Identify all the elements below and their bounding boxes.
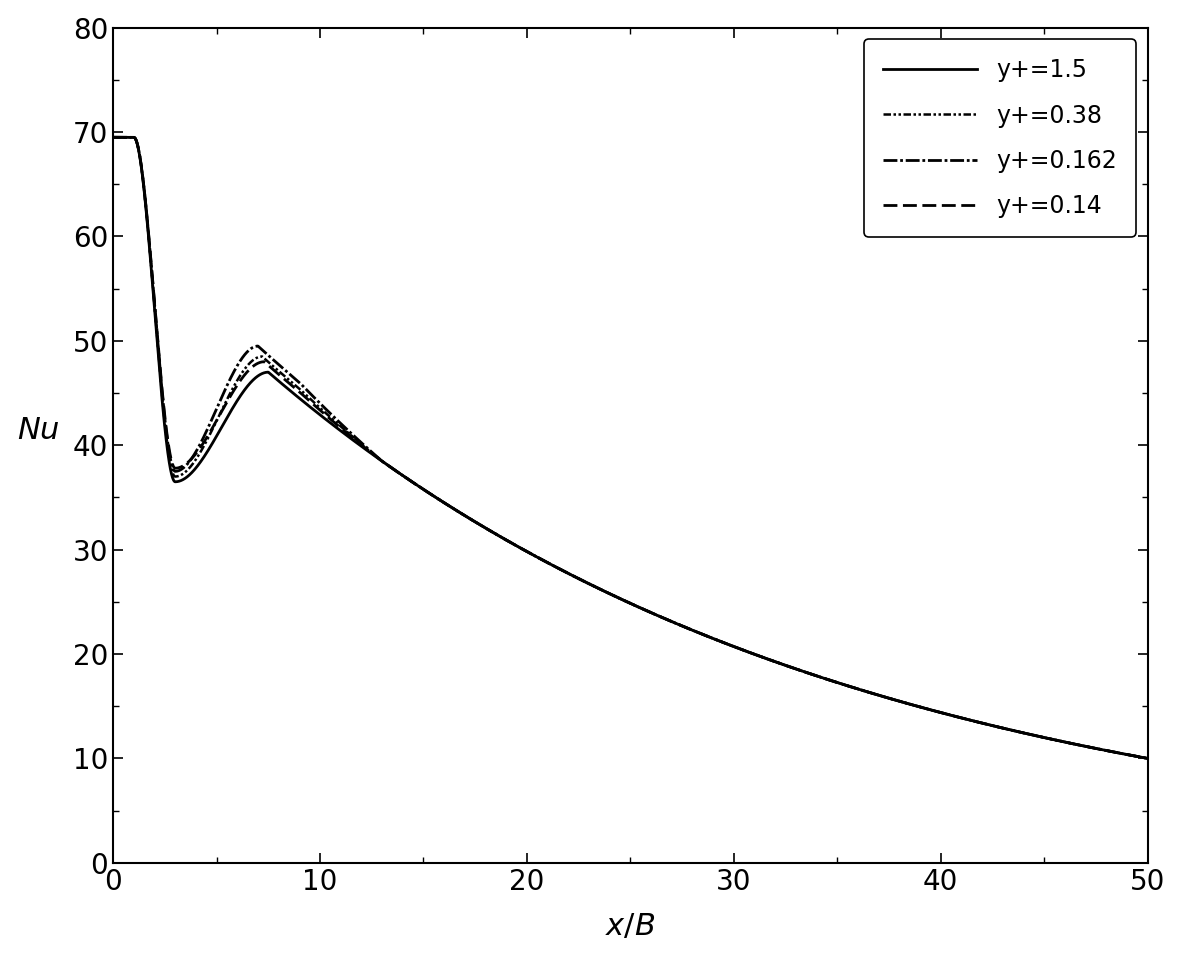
y+=0.14 [501, 536, 515, 547]
Y-axis label: $Nu$: $Nu$ [17, 416, 59, 445]
y+=1.5 [294, 394, 309, 405]
y+=0.14 [956, 713, 970, 724]
y+=0.162 [1141, 753, 1155, 764]
y+=0.14 [294, 388, 309, 399]
y+=1.5 [501, 536, 515, 547]
y+=0.38 [294, 385, 309, 397]
y+=0.14 [1141, 753, 1155, 764]
y+=0.14 [106, 131, 121, 143]
y+=0.14 [878, 692, 892, 703]
y+=0.38 [878, 692, 892, 703]
y+=0.162 [956, 713, 970, 724]
Line: y+=0.14: y+=0.14 [113, 137, 1148, 759]
X-axis label: $x/B$: $x/B$ [605, 912, 656, 942]
y+=0.38 [779, 660, 793, 672]
y+=1.5 [1141, 753, 1155, 764]
y+=0.162 [294, 378, 309, 390]
y+=0.38 [727, 641, 741, 652]
Line: y+=1.5: y+=1.5 [113, 137, 1148, 759]
y+=0.38 [106, 131, 121, 143]
y+=0.38 [1141, 753, 1155, 764]
Line: y+=0.38: y+=0.38 [113, 137, 1148, 759]
y+=0.162 [727, 641, 741, 652]
Legend: y+=1.5, y+=0.38, y+=0.162, y+=0.14: y+=1.5, y+=0.38, y+=0.162, y+=0.14 [864, 39, 1136, 237]
y+=1.5 [956, 713, 970, 724]
y+=0.162 [501, 536, 515, 547]
y+=1.5 [878, 692, 892, 703]
y+=0.38 [956, 713, 970, 724]
y+=0.14 [727, 641, 741, 652]
y+=0.162 [878, 692, 892, 703]
y+=0.14 [779, 660, 793, 672]
y+=0.38 [501, 536, 515, 547]
y+=1.5 [727, 641, 741, 652]
y+=0.162 [779, 660, 793, 672]
Line: y+=0.162: y+=0.162 [113, 137, 1148, 759]
y+=1.5 [106, 131, 121, 143]
y+=0.162 [106, 131, 121, 143]
y+=1.5 [779, 660, 793, 672]
